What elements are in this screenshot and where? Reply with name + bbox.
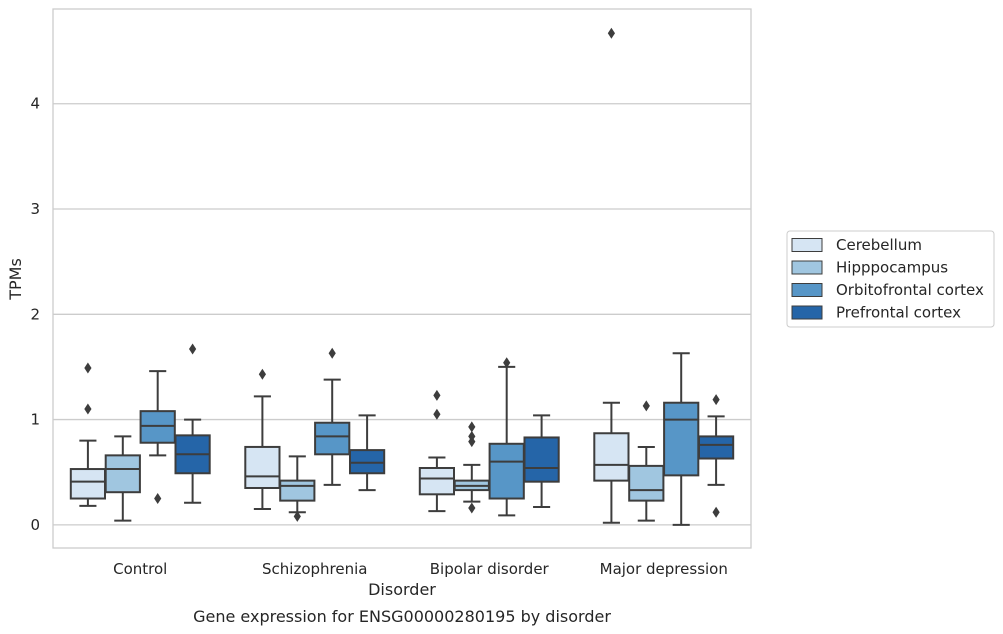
legend-swatch xyxy=(791,260,823,275)
box-body xyxy=(697,435,735,460)
box-body xyxy=(314,421,351,456)
plot-frame xyxy=(52,8,752,549)
legend-label: Hipppocampus xyxy=(836,259,948,277)
outlier-point xyxy=(258,368,266,380)
legend-frame xyxy=(786,230,995,328)
box-body xyxy=(523,436,560,483)
outlier-point xyxy=(642,400,650,412)
box-body xyxy=(593,432,630,482)
box-body xyxy=(69,468,107,500)
box-body xyxy=(104,454,141,494)
box-cerebellum xyxy=(69,362,107,507)
box-body xyxy=(628,464,665,502)
outlier-point xyxy=(503,357,511,369)
box-prefrontal-cortex xyxy=(348,414,386,492)
y-axis-label: TPMs xyxy=(6,258,25,301)
outlier-point xyxy=(607,27,615,39)
legend-label: Cerebellum xyxy=(836,236,922,254)
chart-title: Gene expression for ENSG00000280195 by d… xyxy=(193,607,611,626)
box-cerebellum xyxy=(593,27,630,524)
box-prefrontal-cortex xyxy=(523,414,560,508)
outlier-point xyxy=(468,430,476,442)
x-axis-ticks: Control Schizophrenia Bipolar disorder Majo… xyxy=(113,560,728,578)
legend-label: Orbitofrontal cortex xyxy=(836,281,984,299)
box-body xyxy=(348,449,386,475)
x-tick-label: Bipolar disorder xyxy=(430,560,550,578)
box-body xyxy=(488,442,525,500)
box-body xyxy=(244,445,281,489)
legend-label: Prefrontal cortex xyxy=(836,304,961,322)
x-tick-label: Major depression xyxy=(600,560,728,578)
outlier-point xyxy=(293,510,301,522)
legend-swatch xyxy=(791,238,823,252)
outlier-point xyxy=(433,408,441,420)
y-axis-ticks: 0 1 2 3 4 xyxy=(30,95,40,534)
x-tick-label: Control xyxy=(113,560,167,578)
box-body xyxy=(279,479,316,502)
y-tick-label: 1 xyxy=(30,411,40,429)
outlier-point xyxy=(328,347,336,359)
box-prefrontal-cortex xyxy=(174,343,211,504)
outlier-point xyxy=(154,493,162,505)
y-tick-label: 2 xyxy=(30,305,40,323)
y-tick-label: 3 xyxy=(30,200,40,218)
box-body xyxy=(663,401,700,477)
outlier-point xyxy=(712,394,720,406)
box-orbitofrontal-cortex xyxy=(314,347,351,486)
box-cerebellum xyxy=(418,389,456,513)
box-orbitofrontal-cortex xyxy=(663,352,700,526)
outlier-point xyxy=(433,389,441,401)
outlier-point xyxy=(84,362,92,374)
legend: Cerebellum Hipppocampus Orbitofrontal cort… xyxy=(786,230,995,328)
y-tick-label: 0 xyxy=(30,516,40,534)
box-hipppocampus xyxy=(279,455,316,522)
box-hipppocampus xyxy=(104,435,141,522)
box-prefrontal-cortex xyxy=(697,394,735,518)
legend-items: Cerebellum Hipppocampus Orbitofrontal cort… xyxy=(791,236,984,322)
box-orbitofrontal-cortex xyxy=(139,370,176,505)
box-hipppocampus xyxy=(628,400,665,522)
outlier-point xyxy=(712,506,720,518)
outlier-point xyxy=(468,421,476,433)
y-tick-label: 4 xyxy=(30,95,40,113)
x-tick-label: Schizophrenia xyxy=(262,560,367,578)
legend-swatch xyxy=(791,283,823,297)
x-axis-label: Disorder xyxy=(368,580,436,599)
box-hipppocampus xyxy=(453,421,490,514)
outlier-point xyxy=(468,502,476,514)
box-plot-area xyxy=(69,27,735,526)
box-body xyxy=(139,410,176,444)
box-cerebellum xyxy=(244,368,281,511)
legend-swatch xyxy=(791,305,823,320)
outlier-point xyxy=(84,403,92,415)
box-body xyxy=(418,466,456,496)
outlier-point xyxy=(189,343,197,355)
box-orbitofrontal-cortex xyxy=(488,357,525,517)
